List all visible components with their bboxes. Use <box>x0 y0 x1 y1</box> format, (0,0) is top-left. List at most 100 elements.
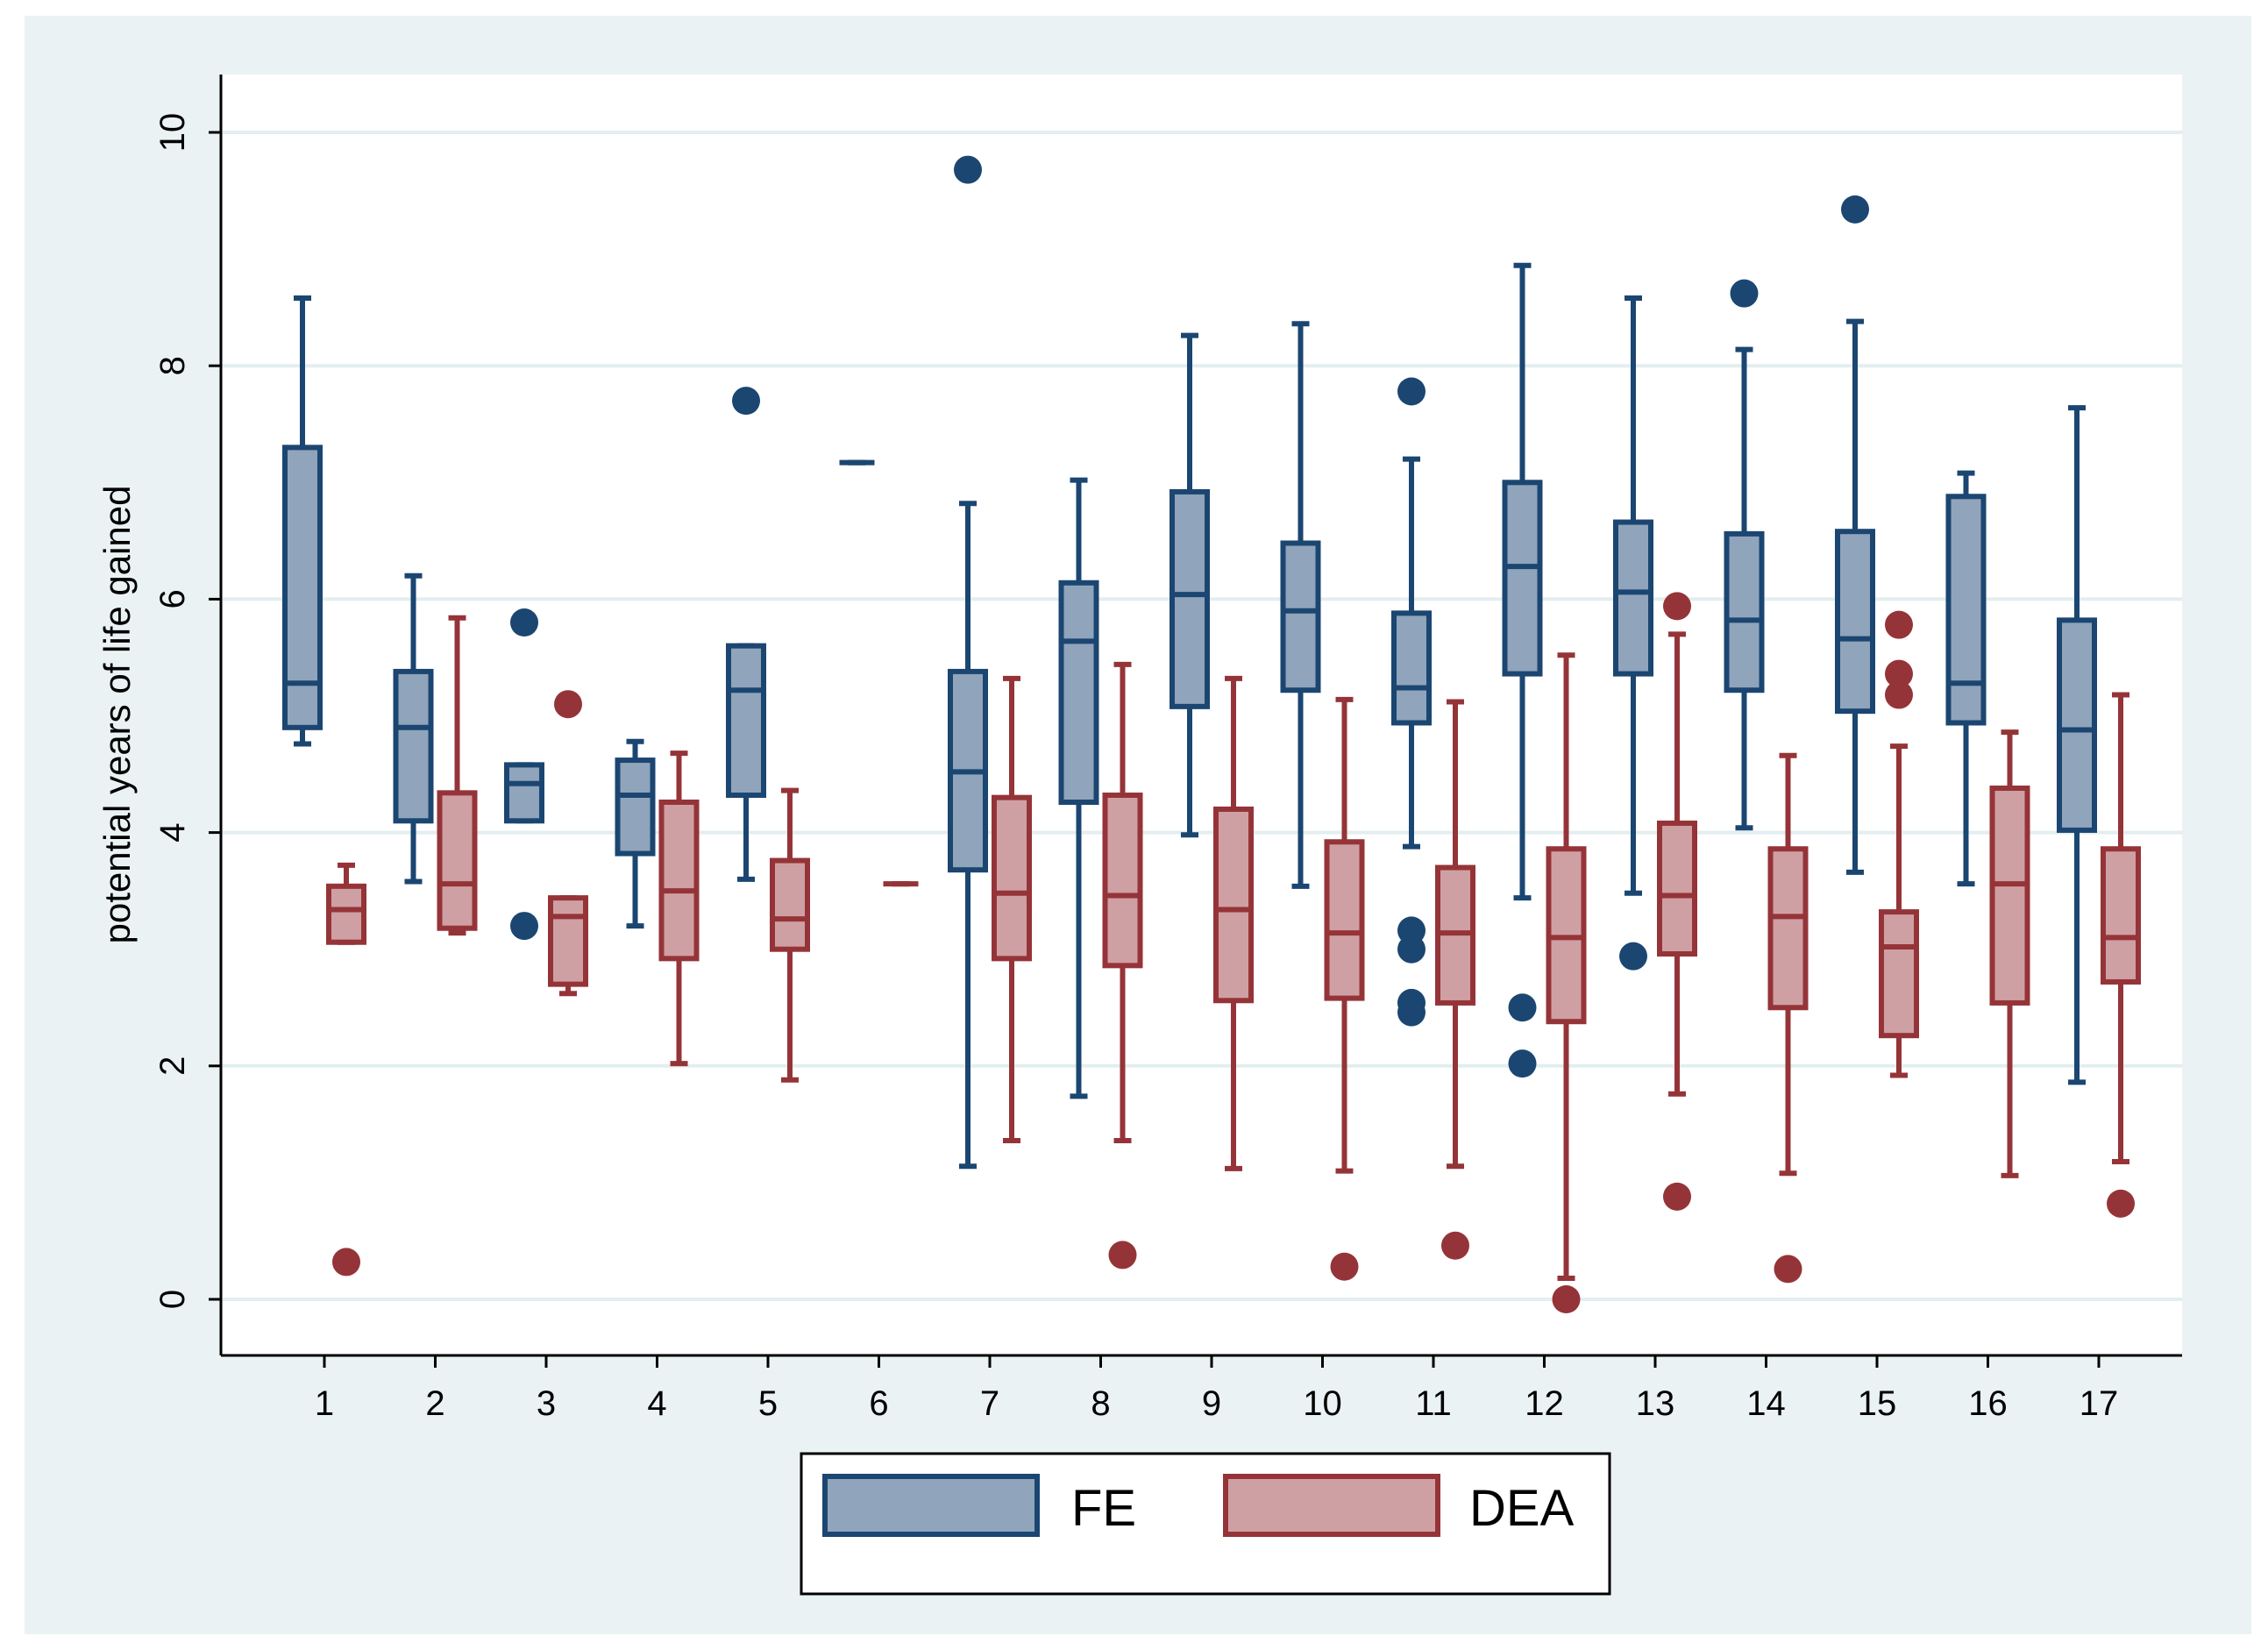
dea-iqr-box <box>770 857 810 952</box>
dea-iqr-box <box>1657 820 1697 957</box>
x-tick-label: 8 <box>1091 1384 1110 1423</box>
dea-outlier-point <box>1330 1252 1359 1281</box>
dea-iqr-box <box>992 794 1032 962</box>
fe-iqr-box <box>1945 494 1987 726</box>
y-axis-title: potential years of life gained <box>96 485 138 943</box>
dea-iqr-box <box>1767 846 1809 1011</box>
x-tick-label: 9 <box>1202 1384 1221 1423</box>
fe-box-4 <box>615 738 656 929</box>
fe-outlier-point <box>1841 195 1869 224</box>
dea-iqr-box <box>1213 806 1254 1004</box>
legend: FE DEA <box>800 1452 1611 1596</box>
dea-iqr-box <box>437 790 478 931</box>
fe-box-13 <box>1613 295 1653 971</box>
fe-box-10 <box>1280 321 1321 889</box>
dea-box-4 <box>658 750 700 1067</box>
dea-box-9 <box>1213 675 1254 1171</box>
fe-iqr-box <box>1835 529 1875 715</box>
fe-box-9 <box>1170 332 1210 838</box>
x-tick-label: 14 <box>1746 1384 1786 1423</box>
dea-outlier-point <box>2107 1189 2135 1218</box>
fe-box-12 <box>1502 262 1543 1078</box>
dea-iqr-box <box>2101 846 2141 985</box>
fe-outlier-point <box>732 387 760 416</box>
x-tick-label: 2 <box>425 1384 444 1423</box>
y-tick-label: 0 <box>153 1290 192 1309</box>
fe-iqr-box <box>1613 519 1653 677</box>
fe-outlier-point <box>1397 935 1425 964</box>
fe-box-15 <box>1835 195 1875 875</box>
dea-box-1 <box>326 862 366 1277</box>
fe-outlier-point <box>1397 998 1425 1027</box>
y-tick-label: 6 <box>153 589 192 608</box>
dea-box-11 <box>1435 699 1475 1260</box>
fe-box-8 <box>1058 477 1099 1099</box>
legend-swatch-dea <box>1223 1474 1440 1537</box>
fe-outlier-point <box>1508 993 1537 1022</box>
dea-iqr-box <box>1102 793 1143 969</box>
legend-label-fe: FE <box>1071 1480 1136 1537</box>
fe-outlier-point <box>1508 1049 1537 1078</box>
x-tick-label: 4 <box>647 1384 666 1423</box>
fe-outlier-point <box>1730 279 1759 308</box>
x-tick-label: 3 <box>537 1384 556 1423</box>
fe-box-5 <box>726 387 766 882</box>
dea-outlier-point <box>1663 1182 1691 1211</box>
fe-box-3 <box>504 608 544 941</box>
dea-outlier-point <box>1552 1285 1581 1313</box>
fe-outlier-point <box>1619 942 1647 971</box>
fe-iqr-box <box>393 668 434 824</box>
dea-box-14 <box>1767 752 1809 1284</box>
fe-iqr-box <box>2057 617 2097 833</box>
dea-box-8 <box>1102 661 1143 1270</box>
fe-iqr-box <box>726 643 766 799</box>
fe-iqr-box <box>1280 540 1321 693</box>
dea-outlier-point <box>1108 1241 1137 1270</box>
fe-iqr-box <box>615 757 656 857</box>
fe-box-17 <box>2057 405 2097 1085</box>
dea-box-7 <box>992 675 1032 1143</box>
x-tick-label: 7 <box>980 1384 999 1423</box>
dea-box-3 <box>548 690 588 997</box>
dea-outlier-point <box>332 1248 360 1277</box>
dea-outlier-point <box>1885 659 1913 688</box>
x-tick-label: 11 <box>1415 1384 1452 1423</box>
y-tick-label: 10 <box>153 113 192 153</box>
dea-box-13 <box>1657 592 1697 1211</box>
fe-outlier-point <box>954 155 982 184</box>
dea-iqr-box <box>1879 909 1919 1039</box>
fe-iqr-box <box>1058 580 1099 805</box>
dea-box-17 <box>2101 692 2141 1218</box>
dea-iqr-box <box>548 895 588 987</box>
dea-outlier-point <box>554 690 582 719</box>
dea-box-2 <box>437 615 478 936</box>
fe-box-16 <box>1945 470 1987 887</box>
dea-outlier-point <box>1663 592 1691 621</box>
legend-label-dea: DEA <box>1469 1480 1575 1537</box>
dea-iqr-box <box>1989 786 2030 1006</box>
y-tick-label: 4 <box>153 822 192 842</box>
dea-outlier-point <box>1885 680 1913 709</box>
x-tick-label: 12 <box>1525 1384 1564 1423</box>
fe-box-2 <box>393 573 434 885</box>
dea-iqr-box <box>1324 839 1365 1001</box>
dea-iqr-box <box>326 883 366 945</box>
fe-iqr-box <box>504 762 544 824</box>
fe-outlier-point <box>1397 377 1425 406</box>
legend-swatch-fe <box>822 1474 1040 1537</box>
fe-iqr-box <box>1391 610 1432 726</box>
fe-box-1 <box>282 295 323 747</box>
x-tick-label: 16 <box>1968 1384 2008 1423</box>
x-tick-label: 6 <box>869 1384 888 1423</box>
dea-box-5 <box>770 787 810 1083</box>
plot-area <box>221 75 2182 1355</box>
dea-outlier-point <box>1441 1231 1469 1260</box>
fe-box-7 <box>948 155 988 1170</box>
dea-box-16 <box>1989 729 2030 1178</box>
dea-box-10 <box>1324 696 1365 1281</box>
dea-iqr-box <box>658 799 700 962</box>
boxes <box>282 155 2141 1313</box>
fe-outlier-point <box>510 608 538 637</box>
dea-box-15 <box>1879 610 1919 1078</box>
